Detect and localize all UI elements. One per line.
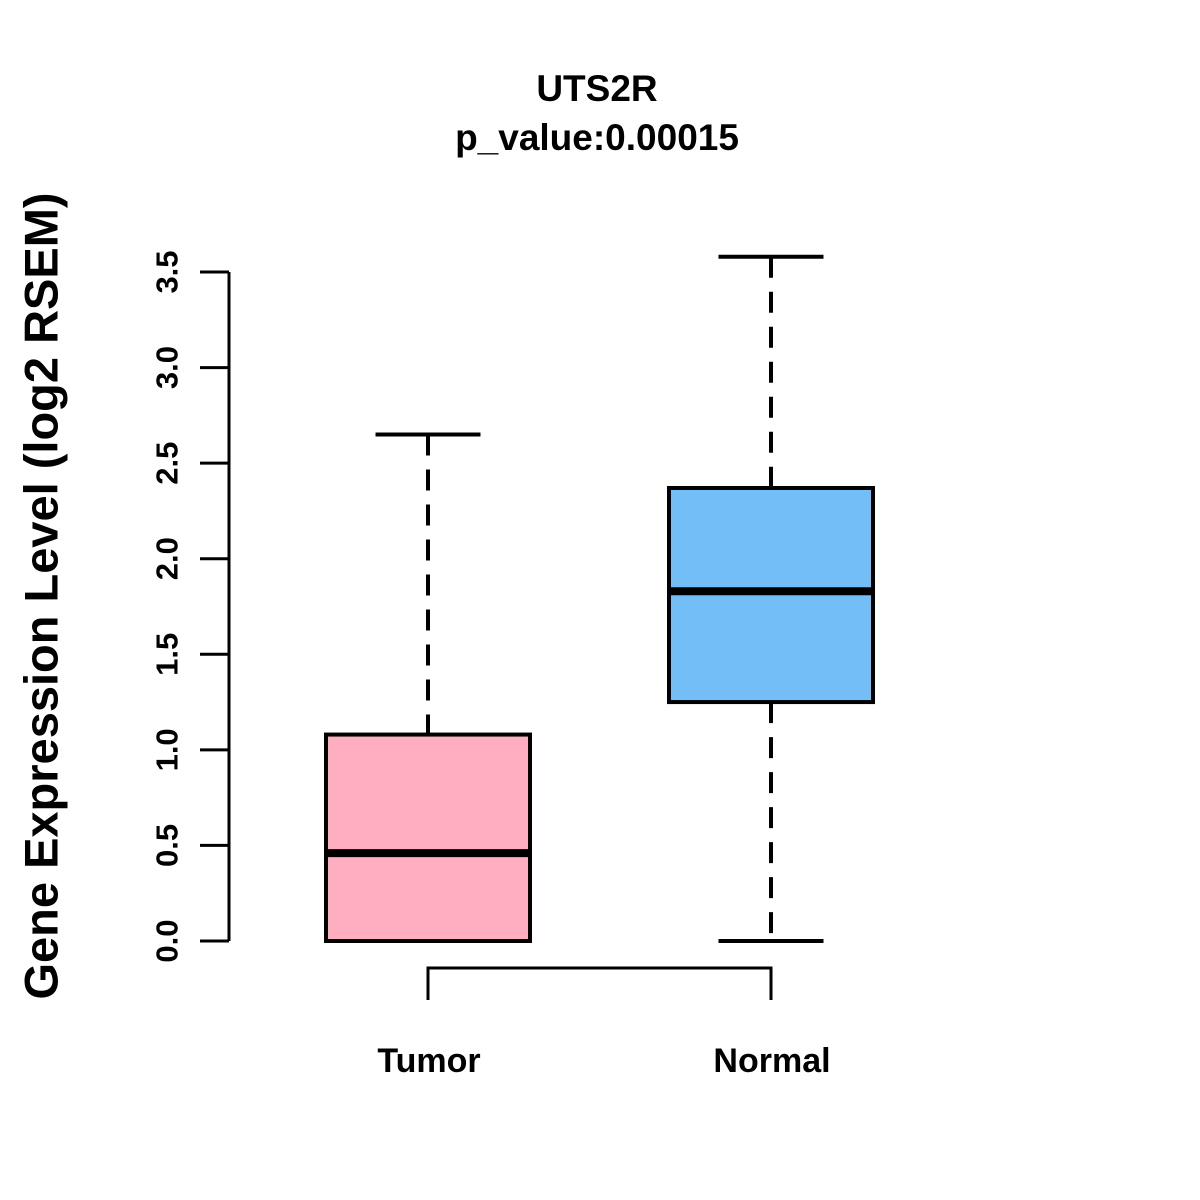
y-tick-label: 3.5 bbox=[150, 250, 185, 293]
chart-pvalue-subtitle: p_value:0.00015 bbox=[455, 116, 739, 158]
y-tick-label: 1.5 bbox=[150, 633, 185, 676]
chart-title: UTS2R bbox=[536, 68, 658, 109]
y-tick-label: 3.0 bbox=[150, 346, 185, 389]
comparison-bracket bbox=[426, 966, 773, 1000]
y-tick-label: 2.0 bbox=[150, 537, 185, 580]
x-category-label-tumor: Tumor bbox=[377, 1042, 481, 1080]
chart-titles: UTS2R p_value:0.00015 bbox=[455, 68, 739, 159]
y-tick-label: 1.0 bbox=[150, 728, 185, 771]
y-tick-label: 2.5 bbox=[150, 442, 185, 485]
y-tick-label: 0.5 bbox=[150, 824, 185, 867]
box-tumor bbox=[324, 732, 532, 943]
x-category-label-normal: Normal bbox=[713, 1042, 831, 1080]
y-tick-label: 0.0 bbox=[150, 919, 185, 962]
